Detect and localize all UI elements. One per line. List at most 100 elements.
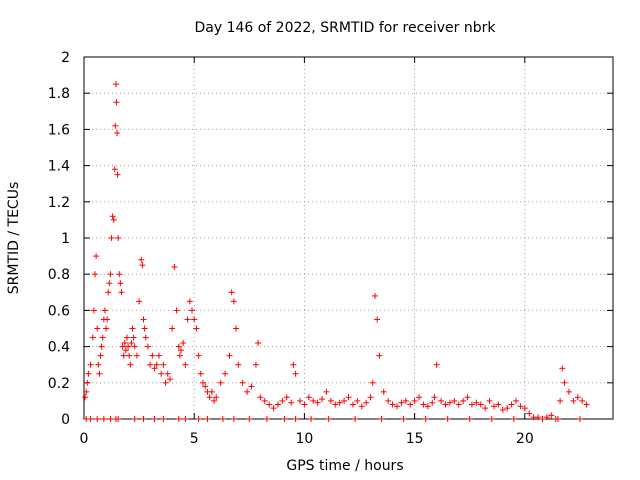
- y-tick-label: 1.2: [48, 195, 70, 211]
- data-point: [173, 307, 180, 314]
- data-point: [279, 397, 286, 404]
- data-point: [104, 316, 111, 323]
- data-point: [122, 347, 129, 354]
- data-point: [119, 343, 126, 350]
- data-point: [186, 298, 193, 305]
- data-point: [204, 416, 211, 422]
- data-point: [228, 289, 235, 296]
- data-point: [211, 397, 218, 404]
- data-point: [433, 361, 440, 368]
- data-point: [482, 405, 489, 412]
- data-point: [129, 325, 136, 332]
- data-point: [96, 370, 103, 377]
- data-point: [557, 397, 564, 404]
- data-point: [579, 397, 586, 404]
- data-point: [248, 383, 255, 390]
- data-point: [94, 416, 101, 422]
- data-point: [266, 401, 273, 408]
- data-point: [89, 334, 96, 341]
- data-point: [420, 401, 427, 408]
- data-point: [182, 416, 189, 422]
- data-points: [82, 81, 590, 422]
- data-point: [424, 403, 431, 410]
- x-tick-label: 10: [296, 431, 314, 447]
- data-point: [222, 370, 229, 377]
- data-point: [341, 397, 348, 404]
- data-point: [202, 383, 209, 390]
- data-point: [169, 325, 176, 332]
- data-point: [97, 352, 104, 359]
- data-point: [327, 397, 334, 404]
- data-point: [517, 403, 524, 410]
- data-point: [85, 370, 92, 377]
- data-point: [195, 416, 202, 422]
- data-point: [230, 416, 237, 422]
- data-point: [508, 401, 515, 408]
- data-point: [239, 379, 246, 386]
- data-point: [554, 416, 561, 422]
- data-point: [121, 339, 128, 346]
- data-point: [305, 394, 312, 401]
- data-point: [504, 405, 511, 412]
- data-point: [103, 325, 110, 332]
- data-point: [319, 396, 326, 403]
- data-point: [416, 394, 423, 401]
- data-point: [115, 235, 122, 241]
- x-tick-label: 0: [80, 431, 89, 447]
- data-point: [200, 379, 207, 386]
- data-point: [112, 122, 119, 129]
- data-point: [380, 388, 387, 395]
- data-point: [151, 365, 158, 372]
- data-point: [308, 416, 315, 422]
- data-point: [114, 171, 121, 178]
- data-point: [160, 416, 167, 422]
- data-point: [290, 361, 297, 368]
- data-point: [371, 292, 378, 299]
- data-point: [255, 339, 262, 346]
- data-point: [473, 399, 480, 406]
- data-point: [460, 397, 467, 404]
- data-point: [468, 401, 475, 408]
- data-point: [332, 401, 339, 408]
- data-point: [111, 166, 118, 173]
- data-point: [565, 388, 572, 395]
- data-point: [213, 394, 220, 401]
- data-point: [510, 416, 517, 422]
- data-point: [442, 401, 449, 408]
- data-point: [526, 410, 533, 417]
- data-point: [98, 343, 105, 350]
- data-point: [120, 352, 127, 359]
- data-point: [116, 271, 123, 278]
- data-point: [583, 401, 590, 408]
- data-point: [376, 352, 383, 359]
- data-point: [244, 388, 251, 395]
- data-point: [576, 416, 583, 422]
- y-tick-label: 1.4: [48, 159, 70, 175]
- data-point: [261, 397, 268, 404]
- data-point: [561, 379, 568, 386]
- data-point: [499, 406, 506, 413]
- data-point: [109, 213, 116, 220]
- data-point: [136, 298, 143, 305]
- data-point: [400, 416, 407, 422]
- x-ticks: 0 5 10 15 20: [80, 57, 534, 447]
- data-point: [131, 416, 138, 422]
- data-point: [101, 307, 108, 314]
- data-point: [389, 401, 396, 408]
- y-tick-label: 1.8: [48, 86, 70, 102]
- data-point: [84, 379, 91, 386]
- data-point: [94, 325, 101, 332]
- data-point: [107, 416, 114, 422]
- data-point: [106, 280, 113, 287]
- data-point: [363, 399, 370, 406]
- data-point: [429, 399, 436, 406]
- data-point: [464, 394, 471, 401]
- data-point: [149, 352, 156, 359]
- data-point: [164, 370, 171, 377]
- data-point: [90, 307, 97, 314]
- data-point: [274, 401, 281, 408]
- data-point: [543, 414, 550, 421]
- data-point: [548, 412, 555, 419]
- y-tick-label: 2: [61, 50, 70, 66]
